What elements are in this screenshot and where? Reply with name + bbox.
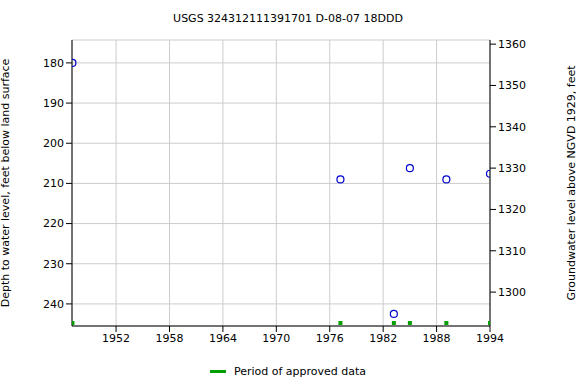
svg-text:210: 210 [43, 177, 64, 190]
svg-text:Depth to water level, feet bel: Depth to water level, feet below land su… [8, 58, 12, 307]
svg-text:1976: 1976 [316, 332, 344, 345]
svg-text:1958: 1958 [155, 332, 183, 345]
svg-text:1330: 1330 [498, 162, 526, 175]
svg-text:1310: 1310 [498, 245, 526, 258]
svg-text:230: 230 [43, 258, 64, 271]
html-text:USGS 324312111391701 D-08-07 1: USGS 324312111391701 D-08-07 18DDD [173, 12, 403, 25]
svg-text:1970: 1970 [262, 332, 290, 345]
svg-text:190: 190 [43, 97, 64, 110]
svg-text:240: 240 [43, 298, 64, 311]
svg-text:Groundwater level above NGVD 1: Groundwater level above NGVD 1929, feet [565, 65, 568, 301]
svg-text:200: 200 [43, 137, 64, 150]
svg-text:1994: 1994 [476, 332, 504, 345]
svg-text:1988: 1988 [423, 332, 451, 345]
svg-text:1360: 1360 [498, 38, 526, 51]
svg-text:1320: 1320 [498, 203, 526, 216]
svg-text:1982: 1982 [369, 332, 397, 345]
svg-text:1340: 1340 [498, 121, 526, 134]
svg-text:180: 180 [43, 57, 64, 70]
svg-text:1300: 1300 [498, 286, 526, 299]
svg-text:220: 220 [43, 217, 64, 230]
svg-text:1350: 1350 [498, 79, 526, 92]
svg-text:1964: 1964 [209, 332, 237, 345]
svg-text:1952: 1952 [102, 332, 130, 345]
html-text:Period of approved data: Period of approved data [233, 365, 367, 378]
